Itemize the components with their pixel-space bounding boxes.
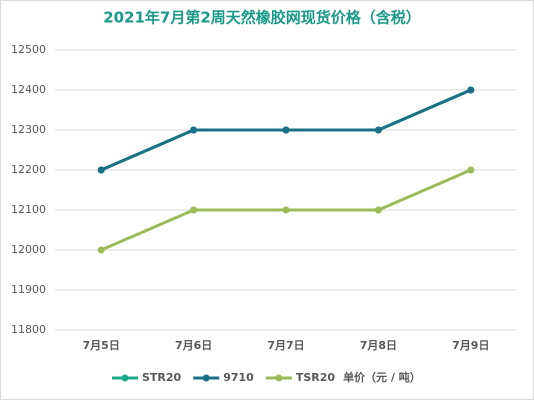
legend-marker	[121, 374, 129, 382]
legend-marker	[275, 374, 283, 382]
x-tick-label: 7月6日	[175, 339, 212, 352]
y-tick-label: 12000	[11, 243, 46, 256]
x-tick-label: 7月9日	[452, 339, 489, 352]
chart-title: 2021年7月第2周天然橡胶网现货价格（含税）	[103, 9, 421, 27]
point	[97, 166, 105, 174]
point	[190, 206, 198, 214]
x-tick-label: 7月5日	[83, 339, 120, 352]
point	[374, 126, 382, 134]
point	[374, 206, 382, 214]
point	[282, 206, 290, 214]
y-tick-label: 12100	[11, 203, 46, 216]
y-tick-label: 12200	[11, 163, 46, 176]
y-tick-label: 12500	[11, 43, 46, 56]
legend-label: 9710	[223, 371, 254, 384]
point	[467, 166, 475, 174]
point	[190, 126, 198, 134]
y-tick-label: 12400	[11, 83, 46, 96]
point	[467, 86, 475, 94]
legend-label: TSR20	[296, 371, 336, 384]
y-tick-label: 12300	[11, 123, 46, 136]
y-tick-label: 11900	[11, 283, 46, 296]
legend-label: STR20	[142, 371, 182, 384]
legend-marker	[202, 374, 210, 382]
point	[97, 246, 105, 254]
y-tick-label: 11800	[11, 323, 46, 336]
unit-label: 单价（元 / 吨）	[343, 370, 421, 384]
x-tick-label: 7月7日	[267, 339, 304, 352]
point	[282, 126, 290, 134]
x-tick-label: 7月8日	[360, 339, 397, 352]
